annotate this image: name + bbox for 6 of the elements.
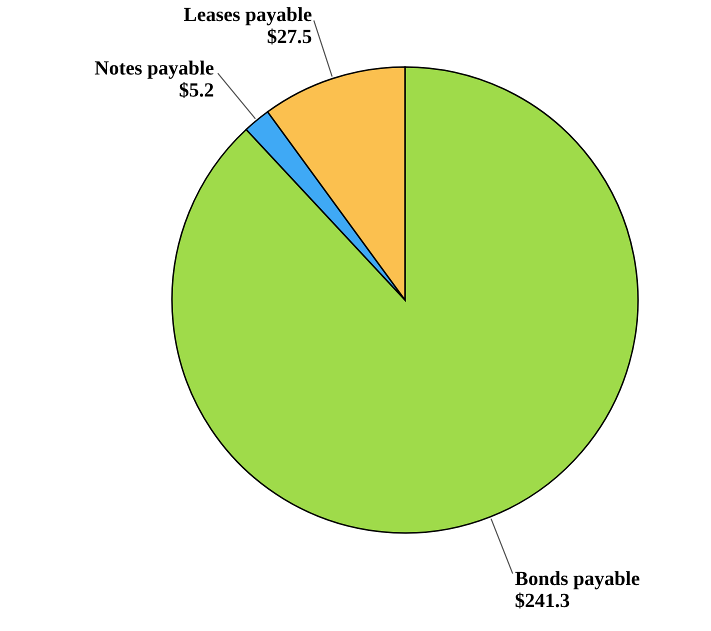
data-label: $241.3 — [514, 590, 570, 612]
slice-label: Leases payable — [184, 4, 312, 26]
slice-label: Notes payable — [94, 58, 214, 80]
slice-label: Bonds payable — [514, 568, 640, 590]
data-label: $5.2 — [178, 80, 214, 102]
data-label: $27.5 — [266, 26, 312, 48]
